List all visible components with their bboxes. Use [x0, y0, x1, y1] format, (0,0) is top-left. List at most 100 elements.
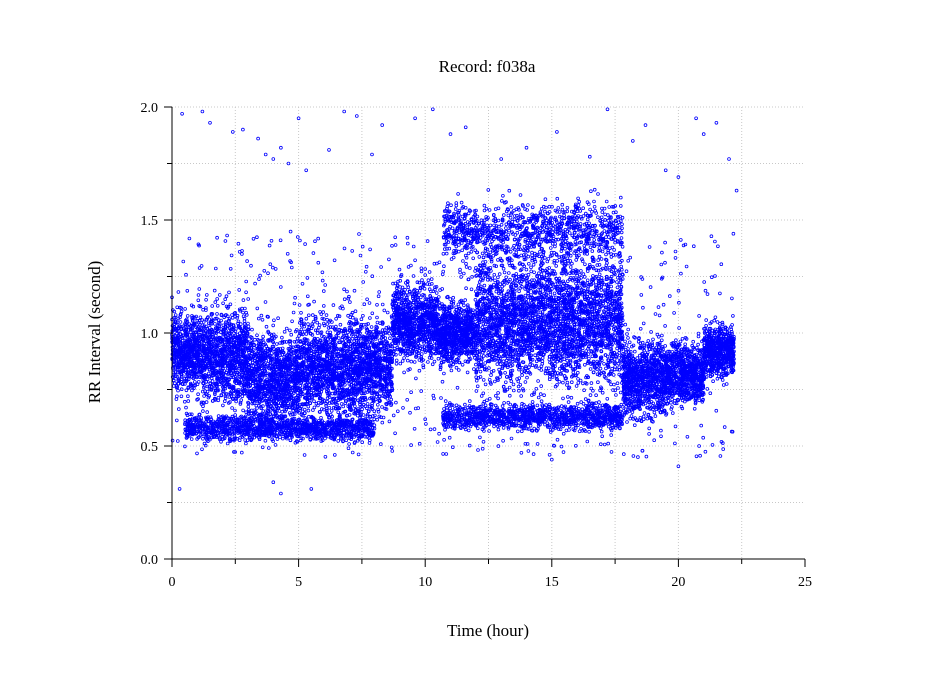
data-point [211, 335, 215, 340]
data-point [170, 375, 175, 379]
data-point [324, 313, 329, 317]
data-point [375, 302, 379, 307]
data-point [276, 316, 280, 321]
data-point [216, 324, 220, 328]
data-point [213, 392, 217, 397]
data-point [231, 324, 236, 328]
data-point [189, 303, 194, 308]
data-point [204, 306, 208, 310]
data-point [377, 338, 382, 343]
data-point [173, 370, 178, 375]
data-point [186, 335, 190, 339]
data-point [242, 322, 247, 326]
data-point [190, 333, 194, 337]
data-point [288, 328, 292, 333]
data-point [224, 382, 229, 387]
data-point [236, 319, 241, 324]
data-point [206, 395, 211, 400]
data-point [174, 354, 179, 359]
data-point [239, 322, 243, 326]
data-point [186, 377, 191, 382]
data-point [182, 361, 187, 366]
data-point [315, 320, 320, 325]
data-point [227, 318, 231, 323]
data-point [206, 371, 211, 376]
data-point [380, 420, 385, 425]
data-point [334, 316, 338, 321]
data-point [191, 345, 196, 350]
data-point [236, 321, 240, 326]
data-point [179, 326, 184, 331]
data-point [201, 328, 205, 333]
data-point [187, 322, 192, 327]
data-point [229, 345, 234, 350]
data-point [300, 367, 305, 371]
data-point [186, 360, 191, 364]
data-point [375, 315, 379, 320]
data-point [221, 366, 225, 371]
data-point [244, 338, 249, 343]
data-point [198, 327, 202, 332]
data-point [224, 392, 228, 396]
data-point [192, 375, 197, 379]
data-point [183, 338, 188, 343]
data-point [350, 336, 355, 341]
data-point [280, 335, 284, 340]
data-point [204, 297, 208, 302]
data-point [232, 335, 236, 339]
data-point [212, 341, 216, 346]
data-point [204, 345, 209, 349]
data-point [218, 293, 222, 297]
data-point [365, 402, 370, 406]
data-point [239, 398, 244, 402]
data-point [264, 324, 269, 329]
data-point [325, 330, 330, 335]
data-point [215, 297, 220, 301]
data-point [193, 321, 197, 326]
data-point [346, 313, 350, 318]
data-point [201, 404, 205, 409]
chart-title: Record: f038a [439, 57, 536, 76]
data-point [178, 350, 183, 355]
data-point [219, 393, 224, 397]
data-point [223, 399, 227, 404]
data-point [235, 315, 239, 320]
data-point [302, 407, 307, 412]
data-point [250, 327, 254, 332]
data-point [246, 404, 251, 409]
data-point [299, 310, 303, 315]
data-point [179, 387, 184, 392]
data-point [215, 312, 219, 316]
data-point [202, 394, 206, 398]
data-point [196, 392, 200, 397]
data-point [236, 350, 241, 354]
data-point [230, 354, 235, 359]
data-point [237, 378, 242, 382]
data-point [230, 396, 235, 401]
data-point [178, 358, 183, 363]
data-point [195, 360, 200, 365]
data-point [419, 269, 424, 274]
data-point [211, 382, 216, 387]
data-point [194, 325, 199, 330]
data-point [203, 339, 208, 344]
data-point [195, 352, 199, 356]
data-point [244, 290, 248, 295]
data-point [372, 409, 377, 414]
data-point [213, 322, 217, 326]
data-point [192, 338, 197, 343]
data-point [194, 330, 198, 334]
data-point [241, 310, 245, 315]
data-point [310, 313, 315, 317]
data-point [185, 353, 190, 357]
data-point [228, 390, 233, 395]
data-point [195, 357, 200, 361]
data-point [224, 294, 229, 299]
data-point [201, 400, 206, 405]
data-point [183, 329, 188, 334]
data-point [204, 400, 209, 404]
data-point [181, 369, 186, 374]
data-point [182, 347, 186, 351]
data-point [331, 303, 336, 307]
data-point [194, 363, 198, 367]
